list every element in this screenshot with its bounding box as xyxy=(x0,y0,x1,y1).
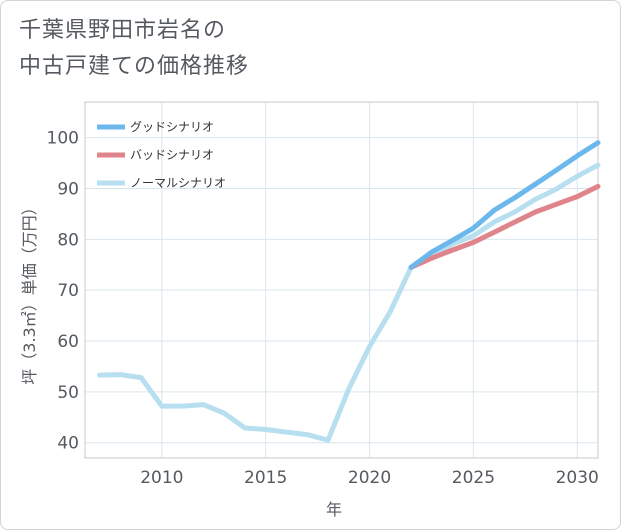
series-lines xyxy=(97,140,601,443)
x-tick-label: 2020 xyxy=(348,468,391,488)
y-tick-label: 60 xyxy=(57,332,79,352)
grid xyxy=(85,102,598,458)
x-tick-label: 2010 xyxy=(140,468,183,488)
y-axis-title: 坪（3.3㎡）単価（万円） xyxy=(20,199,39,384)
chart-title-line-2: 中古戸建ての価格推移 xyxy=(19,54,250,79)
plot-frame xyxy=(84,101,599,459)
tick-labels: 2010 2015 2020 2025 2030 40 50 60 70 80 90 100 xyxy=(47,129,599,488)
y-tick-label: 100 xyxy=(47,129,79,149)
y-tick-label: 50 xyxy=(57,383,79,403)
y-tick-label: 80 xyxy=(57,230,79,250)
legend-label-2: ノーマルシナリオ xyxy=(130,176,226,190)
legend-label-1: バッドシナリオ xyxy=(130,148,214,162)
chart-title-line-1: 千葉県野田市岩名の xyxy=(19,18,227,43)
x-tick-label: 2025 xyxy=(452,468,495,488)
y-tick-label: 40 xyxy=(57,434,79,454)
chart-title: 千葉県野田市岩名の 中古戸建ての価格推移 xyxy=(19,13,249,85)
x-axis-title: 年 xyxy=(326,500,342,519)
x-tick-label: 2030 xyxy=(556,468,599,488)
series-line-2 xyxy=(97,162,601,443)
series-line-0 xyxy=(408,140,601,270)
y-tick-label: 70 xyxy=(57,281,79,301)
x-tick-label: 2015 xyxy=(244,468,287,488)
legend-label-0: グッドシナリオ xyxy=(130,120,214,134)
series-line-1 xyxy=(408,183,601,270)
y-tick-label: 90 xyxy=(57,179,79,199)
